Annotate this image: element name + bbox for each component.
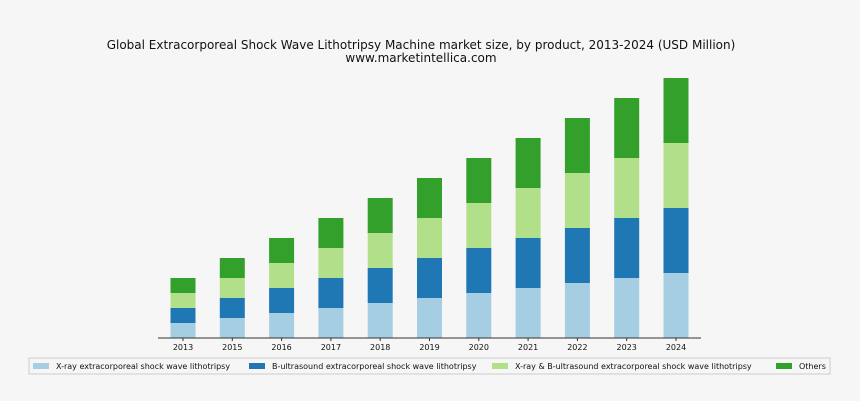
- x-ticks-group: 2013 2015 2016 2017 2018 2019 2020 2021 2022 2023…: [173, 338, 686, 352]
- x-tick-label: 2013: [173, 343, 193, 352]
- bar-2021-series-3: [515, 188, 541, 238]
- bar-2013-series-2: [170, 308, 196, 323]
- bar-2019-series-4: [417, 178, 442, 218]
- bar-2019-series-1: [417, 298, 442, 338]
- bar-2024-series-4: [663, 78, 689, 143]
- bar-2020-series-4: [466, 158, 492, 203]
- bar-2017-series-2: [318, 278, 344, 308]
- bar-2013-series-4: [170, 278, 196, 293]
- x-tick-label: 2024: [666, 343, 686, 352]
- x-tick-label: 2020: [469, 343, 489, 352]
- bar-2024-series-1: [663, 273, 689, 338]
- bar-2022-series-2: [564, 228, 590, 283]
- bar-2015-series-4: [219, 258, 245, 278]
- bar-2016-series-3: [269, 263, 295, 288]
- chart-title: Global Extracorporeal Shock Wave Lithotr…: [107, 38, 736, 52]
- bar-2013-series-1: [170, 323, 196, 338]
- bar-2016-series-2: [269, 288, 295, 313]
- legend-label-series-4: Others: [799, 362, 826, 371]
- x-tick-label: 2015: [222, 343, 242, 352]
- bar-2019-series-2: [417, 258, 442, 298]
- chart-subtitle: www.marketintellica.com: [345, 51, 496, 65]
- bar-2016-series-1: [269, 313, 295, 338]
- bar-2021-series-4: [515, 138, 541, 188]
- bar-2015-series-2: [219, 298, 245, 318]
- bar-2016-series-4: [269, 238, 295, 263]
- bar-2023-series-4: [614, 98, 640, 158]
- legend-swatch-series-3: [492, 363, 508, 369]
- bar-2024-series-3: [663, 143, 689, 208]
- bar-2015-series-3: [219, 278, 245, 298]
- bar-2023-series-2: [614, 218, 640, 278]
- bar-2022-series-4: [564, 118, 590, 173]
- bar-2022-series-3: [564, 173, 590, 228]
- legend-label-series-2: B-ultrasound extracorporeal shock wave l…: [272, 362, 477, 371]
- x-tick-label: 2022: [567, 343, 587, 352]
- bar-2018-series-2: [367, 268, 393, 303]
- x-tick-label: 2023: [617, 343, 637, 352]
- bar-2017-series-4: [318, 218, 344, 248]
- bar-2023-series-3: [614, 158, 640, 218]
- bar-2015-series-1: [219, 318, 245, 338]
- legend-swatch-series-1: [33, 363, 49, 369]
- legend-frame: [28, 357, 831, 375]
- bar-2021-series-1: [515, 288, 541, 338]
- bar-2017-series-1: [318, 308, 344, 338]
- bars-group: [170, 78, 689, 338]
- legend-swatch-series-4: [776, 363, 792, 369]
- bar-2013-series-3: [170, 293, 196, 308]
- x-tick-label: 2017: [321, 343, 341, 352]
- bar-2018-series-3: [367, 233, 393, 268]
- legend-label-series-1: X-ray extracorporeal shock wave lithotri…: [56, 362, 230, 371]
- bar-2020-series-3: [466, 203, 492, 248]
- bar-2018-series-1: [367, 303, 393, 338]
- bar-2020-series-2: [466, 248, 492, 293]
- bar-2020-series-1: [466, 293, 492, 338]
- x-tick-label: 2019: [419, 343, 439, 352]
- bar-2021-series-2: [515, 238, 541, 288]
- legend: X-ray extracorporeal shock wave lithotri…: [33, 362, 826, 371]
- bar-2024-series-2: [663, 208, 689, 273]
- legend-swatch-series-2: [249, 363, 265, 369]
- legend-label-series-3: X-ray & B-ultrasound extracorporeal shoc…: [515, 362, 752, 371]
- bar-2022-series-1: [564, 283, 590, 338]
- bar-2019-series-3: [417, 218, 442, 258]
- bar-2023-series-1: [614, 278, 640, 338]
- bar-2017-series-3: [318, 248, 344, 278]
- x-tick-label: 2016: [271, 343, 291, 352]
- x-tick-label: 2018: [370, 343, 390, 352]
- x-tick-label: 2021: [518, 343, 538, 352]
- bar-2018-series-4: [367, 198, 393, 233]
